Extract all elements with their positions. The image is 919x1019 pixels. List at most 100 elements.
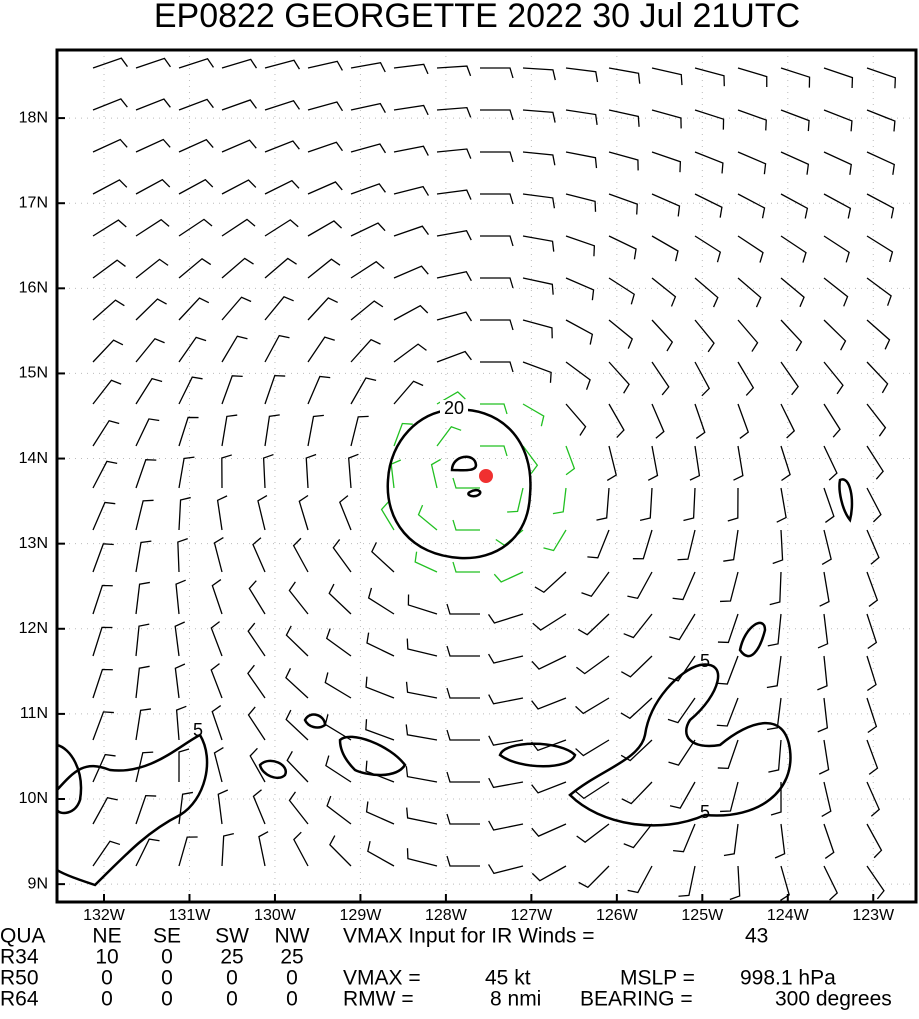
wind-barb xyxy=(651,361,670,396)
contour xyxy=(450,455,482,498)
wind-barb xyxy=(534,571,567,594)
wind-barb xyxy=(565,67,599,83)
wind-barb xyxy=(487,613,524,624)
wind-barb xyxy=(823,403,841,438)
wind-barb xyxy=(324,672,352,699)
info-note: 8 nmi xyxy=(490,988,541,1011)
wind-barb xyxy=(823,487,835,523)
wind-barb xyxy=(780,235,807,263)
wind-barb xyxy=(210,663,223,699)
wind-barb xyxy=(365,719,395,741)
wind-barb xyxy=(780,865,790,902)
wind-barb xyxy=(307,60,343,71)
info-note: MSLP = xyxy=(620,967,695,990)
wind-barb xyxy=(689,445,701,481)
wind-barb xyxy=(367,587,395,615)
wind-barb xyxy=(436,270,472,282)
info-cell: 0 xyxy=(226,967,238,990)
wind-barb xyxy=(776,487,787,523)
wind-barb xyxy=(365,801,395,825)
wind-barb xyxy=(647,445,659,481)
wind-barb xyxy=(264,140,300,153)
wind-barb xyxy=(522,151,556,166)
wind-barb xyxy=(866,403,887,437)
wind-barb xyxy=(285,668,309,699)
wind-barb xyxy=(350,377,377,405)
wind-barb xyxy=(522,193,556,209)
wind-barb xyxy=(264,374,286,405)
wind-barb xyxy=(565,109,598,125)
wind-barb xyxy=(135,57,171,69)
chart-title: EP0822 GEORGETTE 2022 30 Jul 21UTC xyxy=(154,0,800,35)
wind-barb xyxy=(92,711,114,741)
wind-barb xyxy=(774,823,786,859)
wind-barb xyxy=(581,571,610,598)
wind-barb xyxy=(350,143,387,154)
wind-barb xyxy=(823,151,852,175)
wind-barb xyxy=(488,777,524,789)
wind-barb xyxy=(522,361,552,383)
wind-barb xyxy=(818,739,830,775)
x-tick-label: 126W xyxy=(596,907,639,924)
wind-barb xyxy=(608,319,634,349)
wind-barb xyxy=(247,664,266,699)
wind-barb xyxy=(780,277,805,308)
wind-barb xyxy=(723,529,739,562)
wind-barb xyxy=(288,791,309,825)
wind-barb xyxy=(264,179,300,195)
wind-barb xyxy=(575,697,610,715)
wind-barb xyxy=(866,109,896,132)
wind-barb xyxy=(531,865,567,882)
wind-barb xyxy=(565,403,587,436)
wind-barb xyxy=(135,337,165,363)
contour xyxy=(386,408,532,560)
wind-barb xyxy=(135,458,157,489)
wind-barb xyxy=(393,304,429,321)
info-note: RMW = xyxy=(343,988,414,1011)
wind-barb xyxy=(823,277,849,307)
wind-barb xyxy=(264,219,299,237)
wind-barb xyxy=(393,63,429,75)
wind-barb xyxy=(575,739,610,757)
wind-barb xyxy=(866,823,883,859)
wind-barb xyxy=(668,655,696,682)
wind-barb xyxy=(178,416,199,447)
wind-barb xyxy=(414,551,438,573)
y-tick-label: 11N xyxy=(20,705,48,722)
wind-barb xyxy=(780,319,803,352)
wind-barb xyxy=(507,487,524,513)
wind-barb xyxy=(380,501,395,531)
wind-barb xyxy=(780,67,811,88)
wind-barb xyxy=(221,375,243,405)
wind-barb xyxy=(694,277,719,308)
wind-barb xyxy=(522,445,539,475)
wind-barb xyxy=(766,655,782,689)
wind-barb xyxy=(608,151,639,171)
wind-barb xyxy=(393,145,429,156)
wind-barb xyxy=(823,361,844,395)
wind-barb xyxy=(406,848,438,867)
wind-barb xyxy=(135,298,167,321)
wind-barb xyxy=(174,621,185,657)
contour xyxy=(498,742,577,768)
wind-barb xyxy=(135,377,163,405)
wind-barb xyxy=(823,319,847,351)
wind-barb xyxy=(576,655,610,675)
wind-barb xyxy=(694,319,715,353)
wind-barb xyxy=(452,477,480,489)
wind-barb xyxy=(178,496,191,531)
wind-barb xyxy=(694,403,706,439)
wind-barb xyxy=(651,151,682,173)
wind-barb xyxy=(819,571,830,607)
contour xyxy=(56,733,209,887)
info-cell: R34 xyxy=(0,946,39,969)
x-tick-label: 128W xyxy=(425,907,468,924)
wind-barb xyxy=(405,681,438,699)
wind-barb xyxy=(328,583,352,615)
wind-barb xyxy=(866,487,882,523)
wind-barb xyxy=(823,235,850,263)
wind-barb xyxy=(565,277,595,301)
wind-barb xyxy=(578,865,610,889)
wind-barb xyxy=(446,855,480,867)
